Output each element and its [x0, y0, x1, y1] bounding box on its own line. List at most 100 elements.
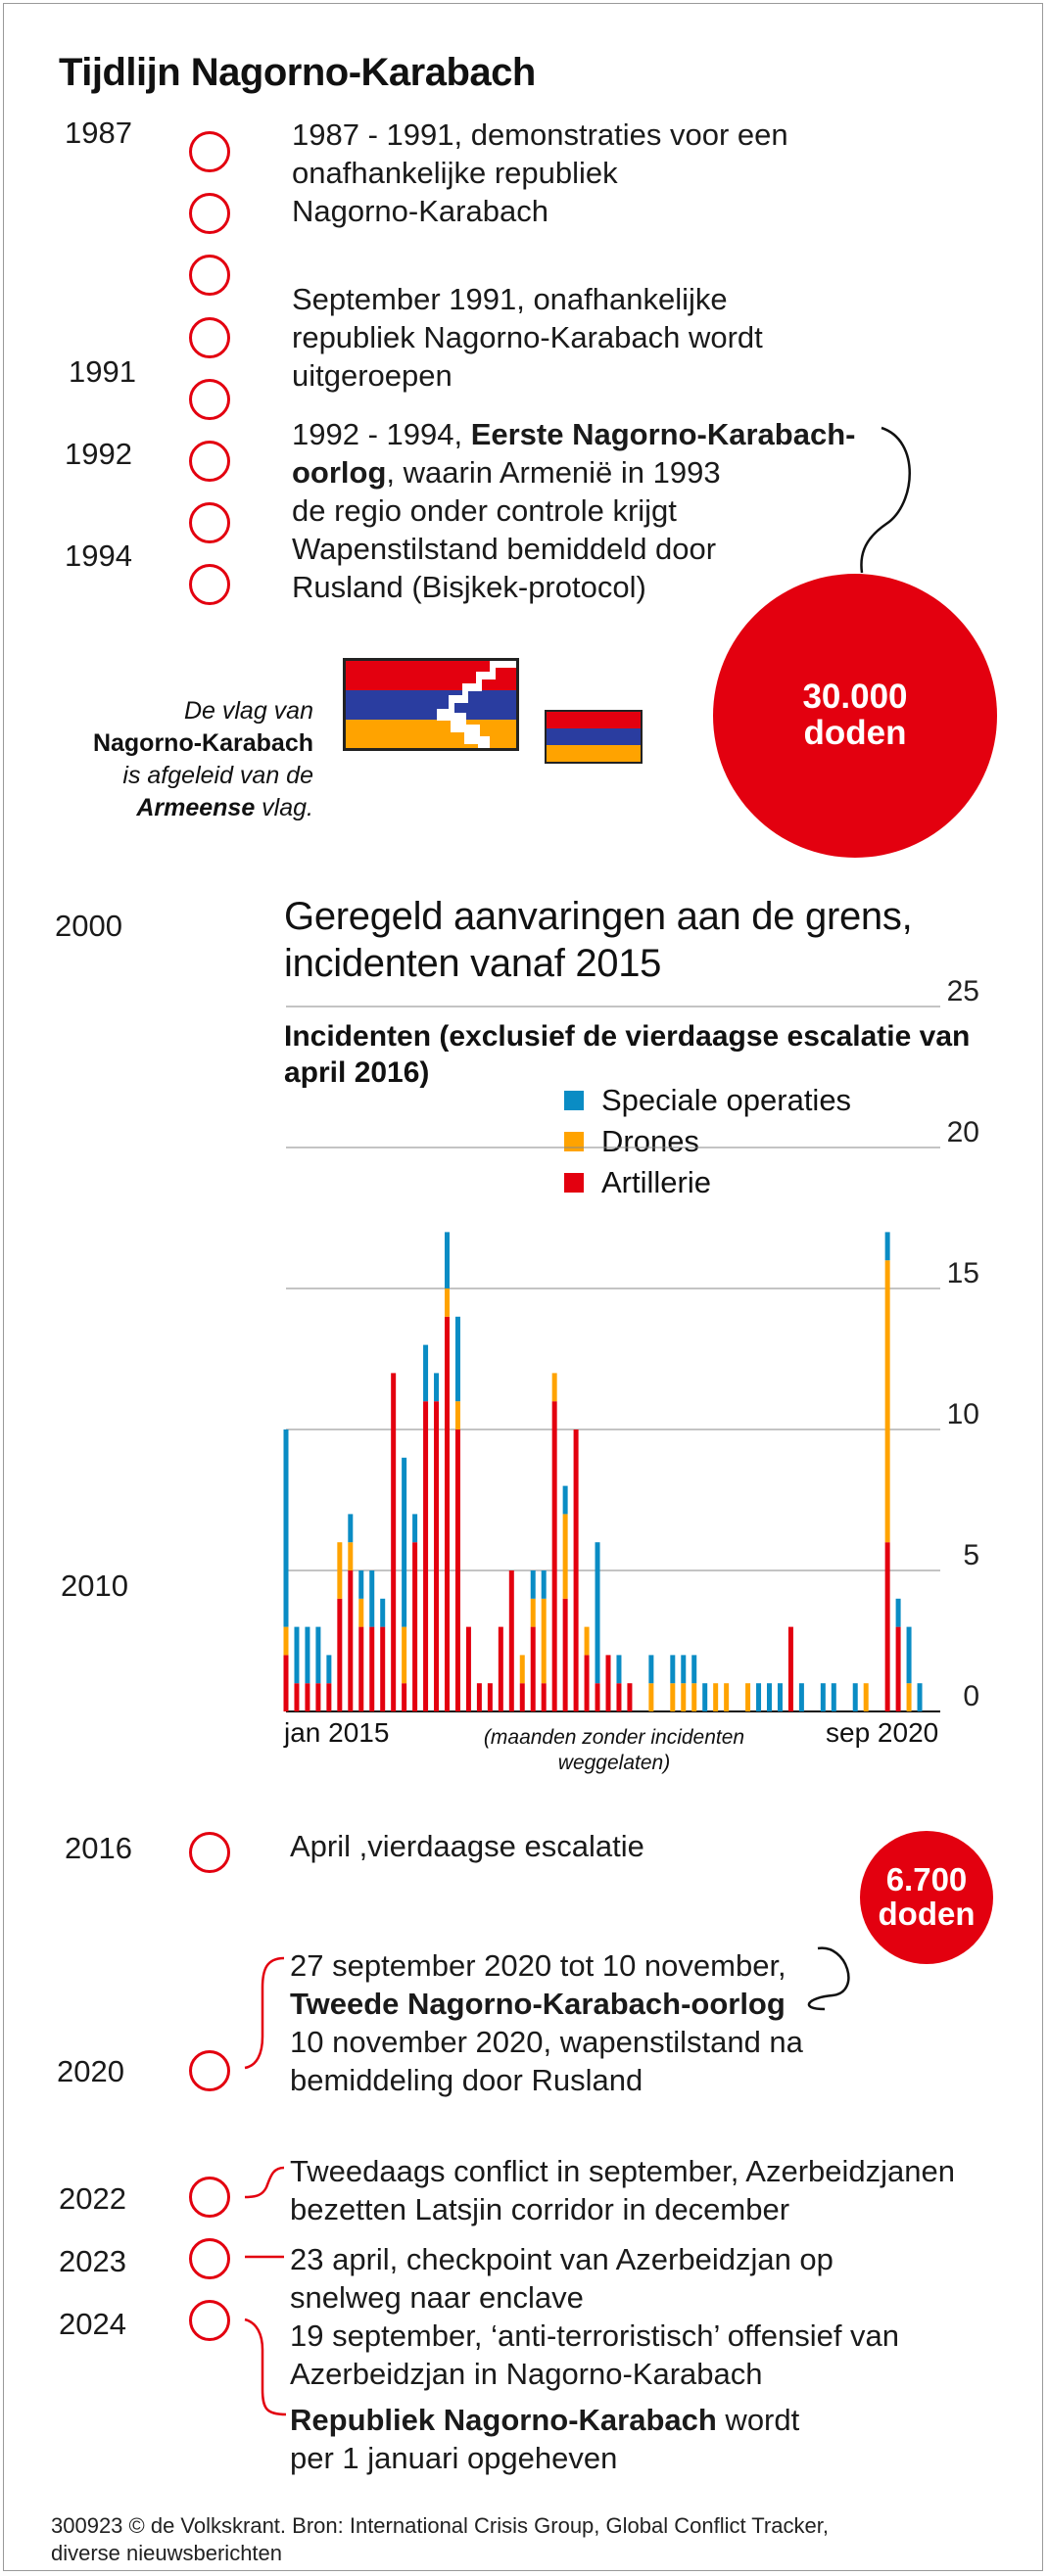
bar-segment — [530, 1570, 536, 1599]
bar-segment — [369, 1570, 375, 1627]
bar-segment — [283, 1655, 289, 1711]
year-1991: 1991 — [69, 354, 136, 389]
timeline-dot — [189, 317, 230, 358]
bar-segment — [348, 1542, 354, 1570]
bar-segment — [767, 1683, 772, 1711]
bar-segment — [681, 1655, 687, 1684]
event-2023: 23 april, checkpoint van Azerbeidzjan op… — [290, 2242, 834, 2315]
bar-segment — [358, 1570, 364, 1599]
timeline-dot — [189, 2300, 230, 2341]
flag-armenia — [545, 710, 643, 764]
bar-segment — [863, 1683, 869, 1711]
bar-segment — [348, 1514, 354, 1543]
bar-segment — [551, 1373, 557, 1402]
bar-segment — [412, 1542, 418, 1711]
bar-segment — [852, 1683, 858, 1711]
bar-segment — [541, 1598, 547, 1684]
bar-segment — [562, 1485, 568, 1515]
bar-segment — [508, 1570, 514, 1711]
bar-segment — [380, 1598, 386, 1627]
bar-segment — [294, 1683, 300, 1711]
bar-segment — [402, 1626, 407, 1684]
legend-item-artillery: Artillerie — [564, 1165, 711, 1200]
bar-segment — [454, 1316, 460, 1402]
bar-segment — [884, 1260, 890, 1543]
bar-segment — [434, 1401, 440, 1711]
bar-segment — [465, 1626, 471, 1711]
bar-segment — [541, 1570, 547, 1599]
bracket-2022 — [244, 2166, 285, 2199]
bar-segment — [530, 1626, 536, 1711]
year-2010: 2010 — [61, 1569, 128, 1603]
timeline-dot — [189, 564, 230, 605]
bar-segment — [434, 1373, 440, 1402]
timeline-dot — [189, 255, 230, 296]
bar-segment — [519, 1655, 525, 1684]
page-title: Tijdlijn Nagorno-Karabach — [59, 51, 536, 94]
flag-nagorno-karabakh — [343, 658, 519, 751]
bar-segment — [283, 1626, 289, 1656]
year-1992: 1992 — [65, 437, 132, 471]
footer-credits: 300923 © de Volkskrant. Bron: Internatio… — [51, 2513, 829, 2565]
legend-swatch-red — [564, 1173, 584, 1193]
bar-segment — [454, 1401, 460, 1429]
bar-segment — [820, 1683, 826, 1711]
bar-segment — [337, 1598, 343, 1711]
bar-segment — [476, 1683, 482, 1711]
bar-segment — [713, 1683, 719, 1711]
bar-segment — [551, 1401, 557, 1711]
x-label-first: jan 2015 — [284, 1717, 390, 1748]
bar-segment — [831, 1683, 836, 1711]
y-tick-label: 0 — [963, 1680, 979, 1712]
bar-segment — [530, 1598, 536, 1627]
year-2022: 2022 — [59, 2181, 126, 2216]
y-tick-label: 20 — [947, 1116, 979, 1148]
connector-first-war — [860, 426, 911, 574]
timeline-dot — [189, 1832, 230, 1873]
bar-segment — [454, 1429, 460, 1711]
bar-segment — [895, 1598, 901, 1627]
event-2016: April ,vierdaagse escalatie — [290, 1829, 644, 1863]
bar-segment — [402, 1457, 407, 1627]
death-circle-first-war: 30.000 doden — [713, 574, 997, 858]
bar-segment — [627, 1683, 633, 1711]
event-2020: 27 september 2020 tot 10 november, Tweed… — [290, 1948, 803, 2097]
bracket-2020 — [244, 1956, 285, 2070]
event-1991: September 1991, onafhankelijke republiek… — [292, 282, 763, 393]
bar-segment — [487, 1683, 493, 1711]
chart-title: Geregeld aanvaringen aan de grens, incid… — [284, 895, 913, 985]
bar-segment — [358, 1598, 364, 1627]
timeline-dot — [189, 502, 230, 543]
bar-segment — [445, 1288, 450, 1317]
year-1994: 1994 — [65, 539, 132, 573]
event-2022: Tweedaags conflict in september, Azerbei… — [290, 2154, 955, 2226]
bar-segment — [423, 1401, 429, 1711]
legend-item-special-ops: Speciale operaties — [564, 1083, 851, 1118]
bar-segment — [798, 1683, 804, 1711]
bar-segment — [541, 1683, 547, 1711]
year-2016: 2016 — [65, 1831, 132, 1865]
year-2023: 2023 — [59, 2244, 126, 2278]
bar-segment — [337, 1542, 343, 1599]
timeline-dot — [189, 2177, 230, 2218]
bracket-2024 — [244, 2318, 287, 2416]
bar-segment — [445, 1232, 450, 1288]
bar-segment — [595, 1542, 600, 1684]
bar-segment — [895, 1626, 901, 1711]
bar-segment — [294, 1626, 300, 1684]
bar-segment — [691, 1655, 697, 1684]
y-tick-label: 15 — [947, 1257, 979, 1289]
bar-segment — [402, 1683, 407, 1711]
bar-segment — [884, 1232, 890, 1261]
bar-segment — [562, 1598, 568, 1711]
bar-segment — [745, 1683, 751, 1711]
year-2020: 2020 — [57, 2054, 124, 2088]
bar-segment — [777, 1683, 783, 1711]
bar-segment — [906, 1626, 912, 1684]
bar-segment — [519, 1683, 525, 1711]
bar-segment — [584, 1655, 590, 1711]
bar-segment — [358, 1626, 364, 1711]
bar-segment — [648, 1683, 654, 1711]
bar-segment — [595, 1683, 600, 1711]
